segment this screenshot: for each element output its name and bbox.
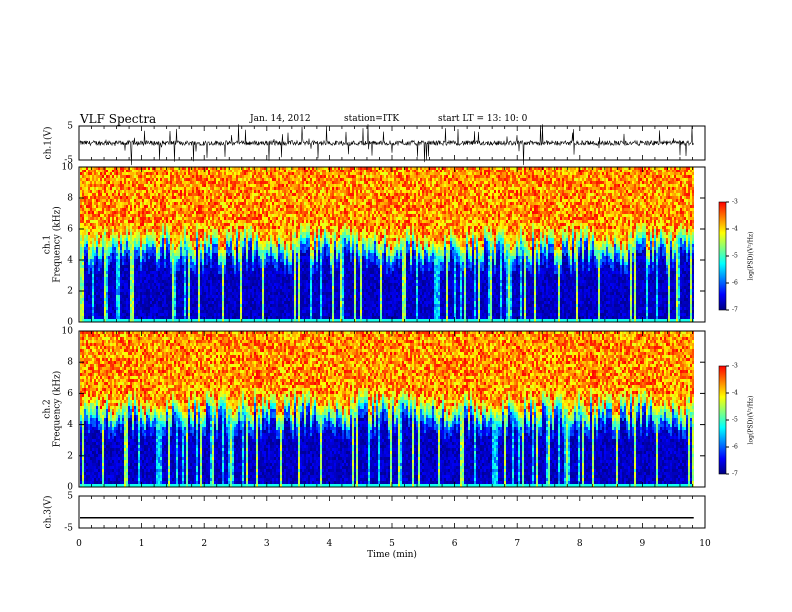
freq-axis-label-2: ch.2 Frequency (kHz) — [43, 371, 63, 448]
axis-label-line: ch.1(V) — [43, 127, 54, 160]
freq-tick-label: 8 — [67, 358, 73, 368]
ch3-y-tick-label: 5 — [67, 492, 73, 502]
x-tick-label: 3 — [264, 539, 270, 549]
axis-label-line: Frequency (kHz) — [52, 206, 63, 283]
freq-tick-label: 8 — [67, 194, 73, 204]
freq-tick-label: 10 — [62, 327, 74, 337]
colorbar-tick-label: -7 — [732, 471, 738, 478]
x-tick-label: 6 — [452, 539, 458, 549]
colorbar-tick-label: -5 — [732, 253, 738, 260]
colorbar-tick-label: -3 — [732, 363, 738, 370]
x-tick-label: 4 — [327, 539, 333, 549]
x-tick-label: 9 — [640, 539, 646, 549]
freq-tick-label: 2 — [67, 451, 73, 461]
x-tick-label: 1 — [139, 539, 145, 549]
spectrogram-heatmap-1 — [80, 167, 694, 322]
colorbar-tick-label: -4 — [732, 390, 738, 397]
colorbar-tick-label: -6 — [732, 444, 738, 451]
x-tick-label: 2 — [201, 539, 207, 549]
colorbar-tick-label: -4 — [732, 226, 738, 233]
x-tick-label: 7 — [514, 539, 520, 549]
ch1-y-axis-label: ch.1(V) — [43, 127, 54, 160]
ch1-y-tick-label: 5 — [67, 122, 73, 132]
axis-label-line: Frequency (kHz) — [52, 371, 63, 448]
colorbar-label-text: log(PSD)(V²/Hz) — [748, 232, 755, 281]
freq-tick-label: 6 — [67, 389, 73, 399]
colorbar-1 — [719, 202, 726, 310]
x-tick-label: 5 — [389, 539, 395, 549]
colorbar-2 — [719, 366, 726, 474]
freq-tick-label: 10 — [62, 163, 74, 173]
colorbar-label-text: log(PSD)(V²/Hz) — [748, 396, 755, 445]
ch3-y-axis-label: ch.3(V) — [43, 496, 54, 529]
x-tick-label: 10 — [699, 539, 711, 549]
colorbar-tick-label: -5 — [732, 417, 738, 424]
x-tick-label: 0 — [76, 539, 82, 549]
colorbar-tick-label: -6 — [732, 280, 738, 287]
colorbar-tick-label: -7 — [732, 307, 738, 314]
freq-axis-label-1: ch.1 Frequency (kHz) — [43, 206, 63, 283]
x-axis-label: Time (min) — [367, 549, 417, 560]
colorbar-label-1: log(PSD)(V²/Hz) — [748, 232, 755, 281]
axis-label-line: ch.1 — [43, 235, 53, 254]
freq-tick-label: 4 — [67, 420, 73, 430]
colorbar-label-2: log(PSD)(V²/Hz) — [748, 396, 755, 445]
axis-label-line: ch.2 — [43, 399, 53, 418]
colorbar-tick-label: -3 — [732, 199, 738, 206]
freq-tick-label: 6 — [67, 225, 73, 235]
axis-label-line: ch.3(V) — [43, 496, 54, 529]
ch3-y-tick-label: -5 — [64, 524, 73, 534]
spectrogram-heatmap-2 — [80, 331, 694, 487]
freq-tick-label: 4 — [67, 256, 73, 266]
x-tick-label: 8 — [577, 539, 583, 549]
freq-tick-label: 2 — [67, 287, 73, 297]
